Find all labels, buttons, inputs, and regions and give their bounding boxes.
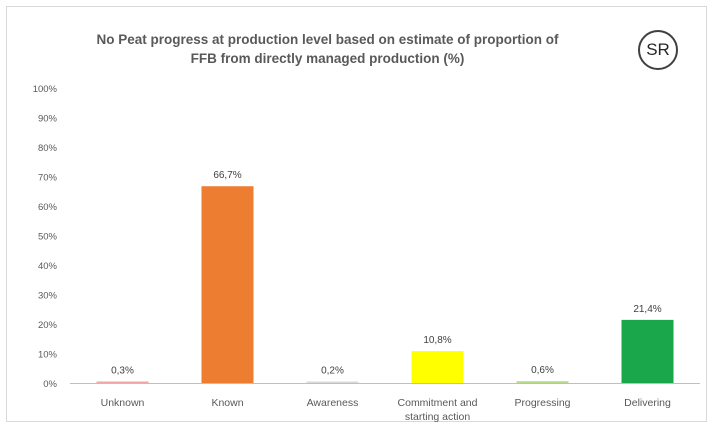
x-category-label: Awareness [307,397,359,409]
bar [201,186,254,383]
y-tick-label: 50% [38,232,58,243]
chart-title-line-2: FFB from directly managed production (%) [190,51,465,66]
y-tick-label: 40% [38,261,58,272]
x-category-label: Commitment and [398,397,478,409]
data-label: 0,6% [531,365,554,376]
data-label: 21,4% [633,304,661,315]
y-tick-label: 20% [38,320,58,331]
x-category-label: Delivering [624,397,671,409]
x-category-label: Unknown [101,397,145,409]
data-label: 10,8% [423,335,451,346]
y-tick-label: 90% [38,114,58,125]
y-tick-label: 70% [38,173,58,184]
x-category-label: Progressing [514,397,570,409]
bar [306,381,359,383]
x-category-label: starting action [405,411,471,423]
y-tick-label: 100% [33,84,58,95]
bar [96,381,149,383]
y-tick-label: 80% [38,143,58,154]
bar [411,351,464,383]
y-tick-label: 10% [38,350,58,361]
bar [516,381,569,383]
chart-frame [6,6,707,422]
data-label: 0,2% [321,366,344,377]
bar [621,319,674,383]
data-label: 66,7% [213,170,241,181]
chart-title: No Peat progress at production level bas… [40,30,615,68]
data-label: 0,3% [111,366,134,377]
x-category-label: Known [211,397,243,409]
sr-badge: SR [638,30,678,70]
y-tick-label: 0% [43,379,57,390]
y-tick-label: 60% [38,202,58,213]
y-tick-label: 30% [38,291,58,302]
chart-title-line-1: No Peat progress at production level bas… [96,32,559,47]
